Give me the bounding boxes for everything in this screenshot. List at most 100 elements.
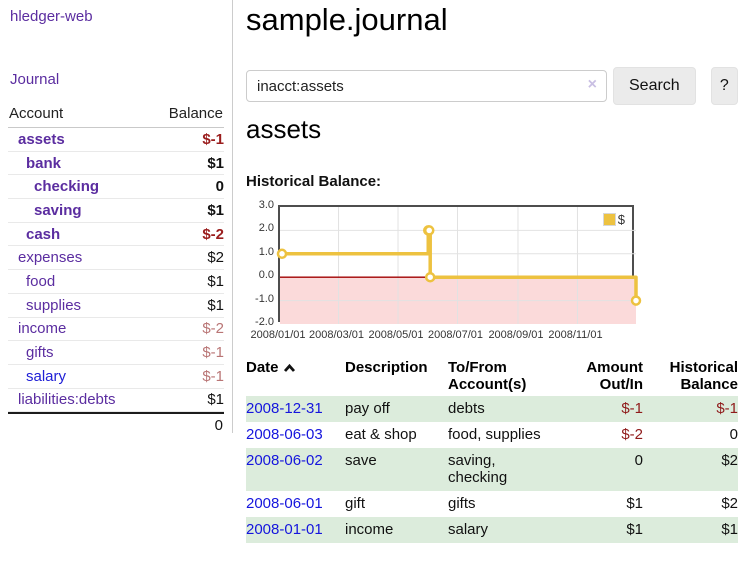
sidebar-accounts-header: Account Balance [8,103,224,128]
register-header-accounts: To/From Account(s) [448,359,527,393]
account-link[interactable]: liabilities:debts [18,391,116,409]
transaction-balance: 0 [729,426,738,443]
search-input[interactable] [246,70,607,102]
x-axis-tick-label: 2008/01/01 [250,329,306,341]
transaction-description: save [345,448,448,491]
account-row: assets $-1 [8,128,224,152]
chart-legend: $ [600,211,627,228]
account-balance: $1 [207,391,224,409]
y-axis-tick-label: -2.0 [255,316,274,328]
account-balance: $-2 [202,320,224,338]
account-row: cash $-2 [8,223,224,247]
transaction-amount: $-1 [552,396,643,422]
account-link[interactable]: saving [34,201,82,219]
x-axis-tick-label: 2008/11/01 [548,329,603,341]
page-title: sample.journal [246,2,448,37]
register-row: 2008-06-01 gift gifts $1 $2 [246,491,738,517]
legend-swatch-icon [602,213,616,226]
account-balance: $1 [207,154,224,172]
account-link[interactable]: supplies [26,296,82,314]
account-row: income $-2 [8,318,224,342]
x-axis-tick-label: 2008/05/01 [368,329,424,341]
account-link[interactable]: expenses [18,249,83,267]
account-link[interactable]: gifts [26,344,54,362]
transaction-date-link[interactable]: 2008-06-01 [246,495,323,512]
transaction-accounts: gifts [448,495,476,512]
transaction-accounts: salary [448,517,552,543]
x-axis-tick-label: 2008/03/01 [308,329,365,341]
chart-title: Historical Balance: [246,173,382,190]
search-button[interactable]: Search [613,67,696,105]
sidebar: hledger-web Journal Account Balance asse… [0,0,233,434]
sidebar-accounts-table: Account Balance assets $-1 bank $1 checking 0… [8,103,224,437]
account-row: salary $-1 [8,365,224,389]
y-axis-tick-label: -1.0 [255,292,274,305]
account-balance: $1 [207,296,224,314]
chart-canvas [276,207,642,324]
transaction-date-link[interactable]: 2008-06-02 [246,452,323,469]
account-link[interactable]: income [18,320,67,338]
help-button[interactable]: ? [710,67,738,105]
account-link[interactable]: salary [26,367,67,385]
account-balance: $1 [207,272,224,290]
account-row: food $1 [8,270,224,294]
transaction-amount: $1 [552,517,643,543]
y-axis-tick-label: 3.0 [258,199,274,211]
sidebar-total-row: 0 [8,412,224,437]
main-content: sample.journal × Search ? assets Histori… [246,0,738,582]
y-axis-tick-label: 0.0 [258,269,274,282]
sidebar-item-journal[interactable]: Journal [10,71,60,88]
sidebar-account-rows: assets $-1 bank $1 checking 0 saving $1 cash $-2 e… [8,128,224,413]
register-row: 2008-06-02 save saving, checking 0 $2 [246,448,738,491]
register-header-balance: Historical Balance [669,359,738,393]
transaction-description: gift [345,495,366,512]
transaction-accounts: saving, checking [448,448,552,491]
clear-search-icon[interactable]: × [587,76,597,93]
account-balance: $1 [207,201,224,219]
account-link[interactable]: cash [26,225,61,243]
account-row: bank $1 [8,152,224,176]
account-balance: $-2 [202,225,224,243]
transaction-accounts: debts [448,396,552,422]
register-table: Date Description To/From Account(s) Amou… [246,356,738,543]
account-balance: $-1 [202,367,224,385]
transaction-amount: $1 [626,495,643,512]
transaction-balance: $-1 [643,396,738,422]
y-axis-tick-label: 2.0 [258,222,274,235]
register-row: 2008-12-31 pay off debts $-1 $-1 [246,396,738,422]
chart-plot-area[interactable]: $ [276,205,642,324]
account-row: supplies $1 [8,294,224,318]
register-header-date: Date [246,356,345,396]
account-column-header: Account [9,105,64,122]
balance-column-header: Balance [168,105,223,122]
account-link[interactable]: food [26,272,56,290]
account-balance: $2 [207,249,224,267]
transaction-description: income [345,517,448,543]
transaction-date-link[interactable]: 2008-01-01 [246,521,323,538]
register-header-amount: Amount Out/In [586,359,643,393]
account-row: checking 0 [8,175,224,200]
x-axis-tick-label: 2008/07/01 [427,329,484,341]
account-balance: $-1 [202,344,224,362]
account-link[interactable]: bank [26,154,62,172]
legend-label: $ [617,212,625,227]
transaction-description: eat & shop [345,426,417,443]
transaction-accounts: food, supplies [448,426,541,443]
historical-balance-chart: $ 3.0 2.0 1.0 0.0 -1.0 -2.0 2008/01/01 2008/03/… [246,199,721,350]
search-box: × [246,70,607,102]
transaction-balance: $2 [721,495,738,512]
transaction-date-link[interactable]: 2008-06-03 [246,426,323,443]
register-header-description: Description [345,359,428,376]
transaction-date-link[interactable]: 2008-12-31 [246,400,323,417]
search-row: × Search ? [246,67,738,105]
account-row: expenses $2 [8,246,224,271]
account-link[interactable]: assets [18,130,65,148]
brand-link[interactable]: hledger-web [10,8,93,25]
account-row: liabilities:debts $1 [8,389,224,413]
account-link[interactable]: checking [34,178,100,196]
x-axis-tick-label: 2008/09/01 [488,329,544,341]
account-balance: $-1 [202,130,224,148]
register-row: 2008-01-01 income salary $1 $1 [246,517,738,543]
account-balance: 0 [215,178,224,196]
